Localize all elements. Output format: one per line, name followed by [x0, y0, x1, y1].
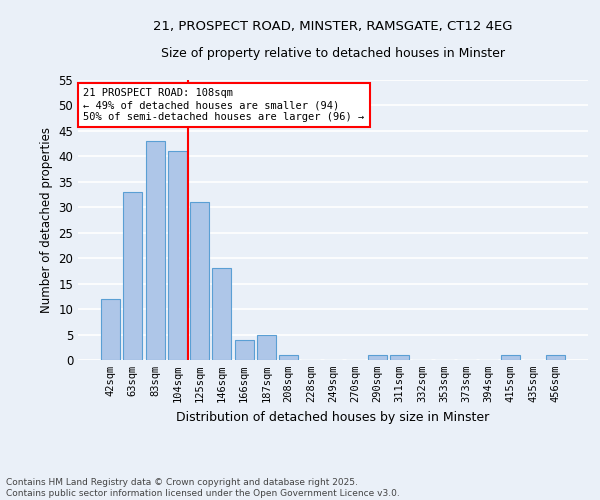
X-axis label: Distribution of detached houses by size in Minster: Distribution of detached houses by size …	[176, 410, 490, 424]
Bar	[168, 152, 187, 360]
Bar	[101, 299, 120, 360]
Bar	[257, 334, 276, 360]
Bar	[368, 355, 387, 360]
Bar	[124, 192, 142, 360]
Bar	[190, 202, 209, 360]
Bar	[235, 340, 254, 360]
Bar	[390, 355, 409, 360]
Bar	[546, 355, 565, 360]
Bar	[502, 355, 520, 360]
Bar	[146, 141, 164, 360]
Bar	[279, 355, 298, 360]
Y-axis label: Number of detached properties: Number of detached properties	[40, 127, 53, 313]
Text: 21 PROSPECT ROAD: 108sqm
← 49% of detached houses are smaller (94)
50% of semi-d: 21 PROSPECT ROAD: 108sqm ← 49% of detach…	[83, 88, 364, 122]
Text: 21, PROSPECT ROAD, MINSTER, RAMSGATE, CT12 4EG: 21, PROSPECT ROAD, MINSTER, RAMSGATE, CT…	[153, 20, 513, 33]
Text: Contains HM Land Registry data © Crown copyright and database right 2025.
Contai: Contains HM Land Registry data © Crown c…	[6, 478, 400, 498]
Bar	[212, 268, 231, 360]
Text: Size of property relative to detached houses in Minster: Size of property relative to detached ho…	[161, 48, 505, 60]
